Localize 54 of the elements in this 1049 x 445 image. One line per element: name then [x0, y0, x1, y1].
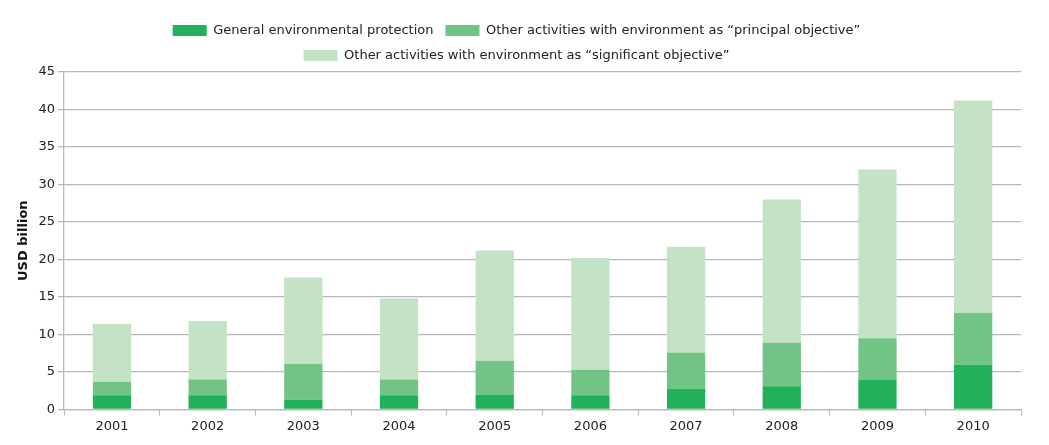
bar	[762, 386, 801, 409]
legend-label: General environmental protection	[213, 21, 434, 37]
bar	[954, 312, 993, 365]
bar	[762, 199, 801, 343]
x-tick-label: 2006	[573, 417, 607, 433]
bar	[475, 250, 514, 361]
x-tick-label: 2003	[286, 417, 320, 433]
bar	[379, 379, 419, 396]
x-tick-label: 2004	[382, 417, 416, 433]
bar	[666, 246, 706, 353]
x-tick-label: 2002	[191, 417, 225, 433]
y-tick-label: 45	[38, 63, 56, 79]
x-tick-label: 2007	[669, 417, 703, 433]
bar	[92, 323, 132, 382]
bar	[762, 342, 801, 387]
bar	[284, 363, 323, 400]
y-tick-label: 35	[38, 138, 56, 154]
x-tick-label: 2008	[765, 417, 799, 433]
bar	[666, 352, 706, 389]
bar	[284, 277, 323, 364]
x-tick-label: 2005	[478, 417, 512, 433]
bar	[571, 369, 610, 396]
y-tick-label: 10	[38, 325, 56, 341]
bar	[475, 394, 514, 409]
bar	[571, 257, 610, 370]
y-axis-title: USD billion	[15, 200, 31, 281]
bar	[571, 395, 610, 409]
bar	[379, 298, 419, 380]
y-tick-label: 0	[46, 400, 56, 416]
x-tick-label: 2010	[956, 417, 990, 433]
x-tick-label: 2009	[860, 417, 895, 433]
y-tick-label: 20	[38, 250, 56, 266]
bar	[475, 360, 514, 395]
bar	[92, 381, 132, 396]
bar	[284, 399, 323, 409]
x-tick-label: 2001	[95, 417, 129, 433]
bar	[954, 100, 993, 313]
bar	[858, 379, 897, 409]
y-tick-label: 25	[38, 213, 56, 229]
bar	[92, 395, 132, 409]
legend-label: Other activities with environment as “significant objective”	[344, 46, 730, 62]
y-tick-label: 15	[38, 288, 56, 304]
bar	[858, 169, 897, 339]
bar	[954, 364, 993, 409]
legend-label: Other activities with environment as “principal objective”	[485, 21, 861, 37]
y-tick-label: 40	[38, 100, 56, 116]
bar	[379, 395, 419, 409]
bar	[188, 379, 227, 396]
bar	[858, 338, 897, 380]
y-tick-label: 30	[38, 175, 56, 191]
y-tick-label: 5	[46, 363, 56, 379]
bar	[666, 388, 706, 409]
bar	[188, 320, 227, 380]
bar	[188, 395, 227, 409]
